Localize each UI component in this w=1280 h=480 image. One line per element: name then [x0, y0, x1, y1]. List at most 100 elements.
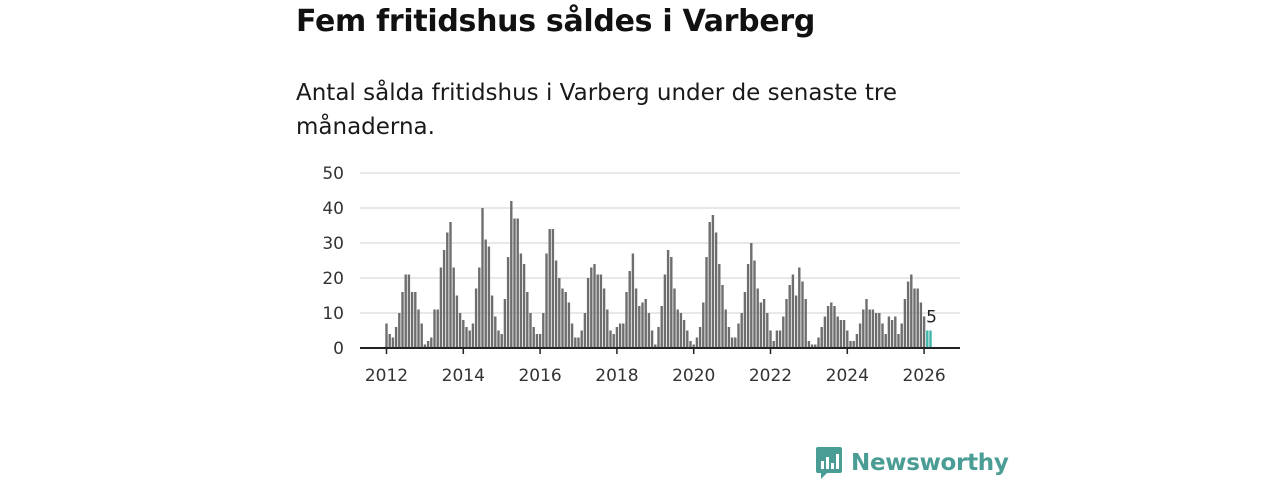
- bar: [455, 295, 459, 348]
- bar: [474, 288, 478, 348]
- bar: [810, 344, 814, 348]
- bar: [430, 337, 433, 348]
- bar: [644, 299, 647, 348]
- bar: [922, 316, 926, 348]
- bar: [842, 320, 846, 348]
- bar: [458, 313, 462, 348]
- bar: [894, 316, 897, 348]
- bar: [388, 334, 391, 348]
- bar: [778, 330, 782, 348]
- bar: [823, 316, 827, 348]
- bar: [532, 327, 535, 348]
- bar: [865, 299, 868, 348]
- bar: [391, 337, 395, 348]
- bar: [689, 341, 692, 348]
- brand-logo[interactable]: Newsworthy: [815, 446, 1009, 480]
- bar: [612, 334, 615, 348]
- bar: [564, 292, 567, 348]
- bar: [743, 292, 747, 348]
- y-axis-ticks: 0 10 20 30 40 50: [322, 164, 344, 359]
- bar: [561, 288, 564, 348]
- bar: [516, 218, 519, 348]
- x-tick-label: 2018: [595, 366, 638, 386]
- bar: [782, 316, 785, 348]
- bar: [734, 337, 737, 348]
- bar: [410, 292, 414, 348]
- bar: [766, 313, 769, 348]
- bar: [858, 323, 862, 348]
- bar: [721, 285, 724, 348]
- bar: [862, 309, 865, 348]
- bar-highlight: [929, 330, 932, 348]
- bar: [807, 341, 811, 348]
- bar: [711, 215, 715, 348]
- bar: [535, 334, 539, 348]
- bar: [436, 309, 439, 348]
- bar: [398, 313, 401, 348]
- bar: [404, 274, 407, 348]
- bar: [433, 309, 436, 348]
- bar: [542, 313, 545, 348]
- bar: [881, 323, 884, 348]
- bar: [753, 260, 756, 348]
- bar: [420, 323, 423, 348]
- bar: [794, 295, 798, 348]
- bar: [465, 327, 468, 348]
- bar: [878, 313, 881, 348]
- bar: [500, 334, 503, 348]
- bar: [442, 250, 446, 348]
- bar: [756, 288, 759, 348]
- bar: [913, 288, 916, 348]
- bar: [426, 341, 430, 348]
- bar: [449, 222, 452, 348]
- bar: [423, 344, 427, 348]
- bar: [830, 302, 833, 348]
- bar: [634, 288, 638, 348]
- bar: [663, 274, 667, 348]
- bar: [638, 306, 641, 348]
- bar: [654, 344, 657, 348]
- bar: [679, 313, 683, 348]
- bar: [769, 330, 772, 348]
- bar: [791, 274, 795, 348]
- bar: [593, 264, 596, 348]
- bar: [628, 271, 631, 348]
- bar: [570, 323, 574, 348]
- bar: [820, 327, 823, 348]
- x-tick-label: 2012: [365, 366, 408, 386]
- bar: [577, 337, 580, 348]
- x-tick-label: 2022: [749, 366, 792, 386]
- bar: [762, 299, 766, 348]
- bar: [526, 292, 529, 348]
- bar-series: [385, 201, 932, 348]
- bar: [714, 232, 718, 348]
- bar: [836, 316, 839, 348]
- annotations: 5: [926, 308, 937, 328]
- y-tick-label: 10: [322, 304, 344, 324]
- bar: [481, 208, 484, 348]
- bar: [868, 309, 871, 348]
- x-tick-label: 2024: [826, 366, 869, 386]
- bar: [855, 334, 859, 348]
- bar: [551, 229, 555, 348]
- bar-highlight: [926, 330, 929, 348]
- bar: [641, 302, 644, 348]
- bar: [698, 327, 702, 348]
- bar: [657, 327, 660, 348]
- bar: [718, 264, 721, 348]
- bar: [906, 281, 910, 348]
- bar: [494, 316, 497, 348]
- bar: [599, 274, 603, 348]
- bar: [705, 257, 708, 348]
- bar: [615, 327, 619, 348]
- newsworthy-logo-icon: [816, 447, 842, 479]
- bar: [692, 344, 695, 348]
- bar: [903, 299, 907, 348]
- bar: [471, 323, 475, 348]
- bar: [676, 309, 679, 348]
- bar: [708, 222, 711, 348]
- bar: [490, 295, 494, 348]
- bar: [759, 302, 763, 348]
- bar: [702, 302, 705, 348]
- bar: [916, 288, 919, 348]
